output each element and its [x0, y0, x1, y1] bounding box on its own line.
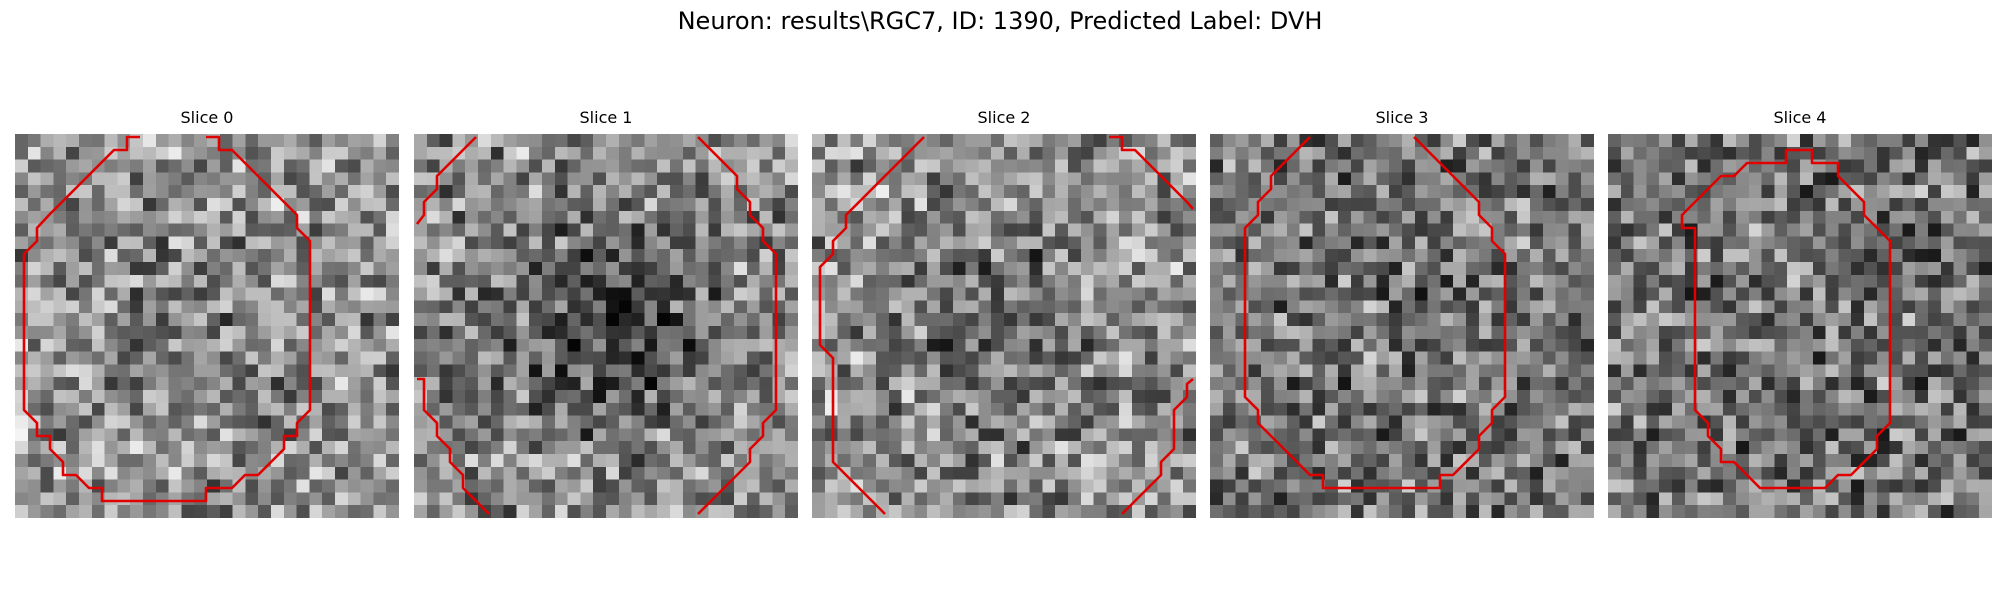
contour-overlay-0	[22, 135, 312, 503]
slice-panel-1: Slice 1	[414, 108, 798, 518]
slice-image-3	[1210, 134, 1594, 518]
roi-contour-2a	[818, 136, 925, 515]
roi-contour-1b	[697, 136, 778, 515]
slice-image-4	[1608, 134, 1992, 518]
slice-title-3: Slice 3	[1375, 108, 1429, 127]
roi-contour-1a	[415, 136, 477, 225]
slice-panel-0: Slice 0	[15, 108, 399, 518]
slice-title-1: Slice 1	[579, 108, 633, 127]
roi-contour-3a	[1243, 136, 1507, 490]
roi-contour-1c	[417, 377, 490, 515]
slice-panel-2: Slice 2	[812, 108, 1196, 518]
slice-title-2: Slice 2	[977, 108, 1031, 127]
slice-panel-4: Slice 4	[1608, 108, 1992, 518]
slice-image-1	[414, 134, 798, 518]
roi-contour-2c	[1121, 378, 1194, 515]
slice-title-0: Slice 0	[180, 108, 234, 127]
slice-image-0	[15, 134, 399, 518]
slice-image-2	[812, 134, 1196, 518]
slice-title-4: Slice 4	[1773, 108, 1827, 127]
figure-title: Neuron: results\RGC7, ID: 1390, Predicte…	[677, 7, 1323, 35]
roi-contour-4	[1680, 148, 1892, 490]
slice-panel-3: Slice 3	[1210, 108, 1594, 518]
contour-overlay-1	[415, 136, 778, 515]
contour-overlay-4	[1680, 148, 1892, 490]
contour-overlay-2	[818, 135, 1194, 515]
roi-contour-0	[22, 135, 312, 503]
contour-overlay-3	[1243, 136, 1507, 490]
roi-contour-2b	[1109, 135, 1194, 210]
